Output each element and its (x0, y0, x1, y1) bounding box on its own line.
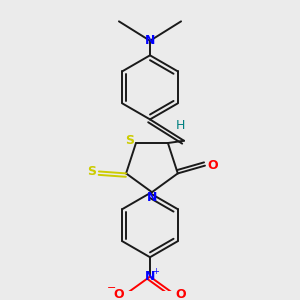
Text: +: + (152, 267, 159, 276)
Text: O: O (176, 288, 186, 300)
Text: S: S (125, 134, 134, 147)
Text: O: O (207, 159, 218, 172)
Text: −: − (106, 283, 116, 293)
Text: S: S (87, 165, 96, 178)
Text: N: N (145, 270, 155, 283)
Text: N: N (145, 34, 155, 47)
Text: O: O (114, 288, 124, 300)
Text: N: N (147, 190, 157, 203)
Text: H: H (176, 119, 185, 132)
